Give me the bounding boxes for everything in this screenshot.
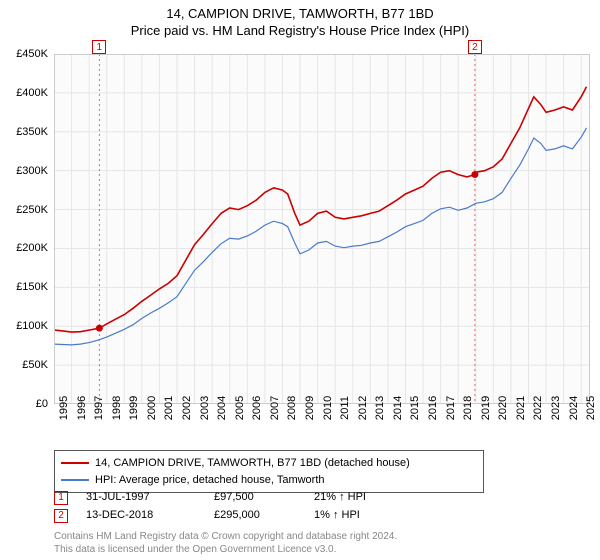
transaction-diff: 1% ↑ HPI	[314, 506, 410, 524]
x-tick-label: 2016	[427, 396, 439, 420]
transaction-marker: 1	[54, 491, 68, 505]
x-tick-label: 1996	[76, 396, 88, 420]
title-main: 14, CAMPION DRIVE, TAMWORTH, B77 1BD	[0, 6, 600, 21]
x-tick-label: 2001	[163, 396, 175, 420]
x-tick-label: 2024	[568, 396, 580, 420]
y-tick-label: £0	[36, 398, 48, 410]
x-tick-label: 2009	[304, 396, 316, 420]
y-tick-label: £100K	[16, 320, 48, 332]
footer-line2: This data is licensed under the Open Gov…	[54, 543, 397, 556]
y-tick-label: £150K	[16, 281, 48, 293]
x-tick-label: 2019	[480, 396, 492, 420]
x-tick-label: 2023	[550, 396, 562, 420]
transaction-marker: 2	[54, 509, 68, 523]
y-tick-label: £250K	[16, 204, 48, 216]
legend-label: 14, CAMPION DRIVE, TAMWORTH, B77 1BD (de…	[95, 455, 410, 472]
x-tick-label: 2018	[462, 396, 474, 420]
x-tick-label: 2011	[339, 396, 351, 420]
x-tick-label: 1995	[58, 396, 70, 420]
x-tick-label: 2008	[286, 396, 298, 420]
transaction-date: 13-DEC-2018	[86, 506, 210, 524]
x-tick-label: 2006	[251, 396, 263, 420]
y-tick-label: £400K	[16, 87, 48, 99]
x-tick-label: 2014	[392, 396, 404, 420]
x-tick-label: 2012	[357, 396, 369, 420]
x-tick-label: 2002	[181, 396, 193, 420]
title-sub: Price paid vs. HM Land Registry's House …	[0, 23, 600, 38]
x-tick-label: 2022	[532, 396, 544, 420]
legend-swatch	[61, 462, 89, 464]
x-tick-label: 2004	[216, 396, 228, 420]
y-tick-label: £350K	[16, 126, 48, 138]
marker-label: 1	[92, 40, 106, 54]
chart-titles: 14, CAMPION DRIVE, TAMWORTH, B77 1BD Pri…	[0, 0, 600, 38]
legend-swatch	[61, 479, 89, 481]
marker-label: 2	[468, 40, 482, 54]
legend-row: 14, CAMPION DRIVE, TAMWORTH, B77 1BD (de…	[61, 455, 477, 472]
x-tick-label: 2003	[199, 396, 211, 420]
transaction-table: 1 31-JUL-1997£97,50021% ↑ HPI 2 13-DEC-2018…	[54, 488, 590, 524]
transaction-price: £97,500	[214, 488, 310, 506]
legend-label: HPI: Average price, detached house, Tamw…	[95, 472, 325, 489]
x-tick-label: 2013	[374, 396, 386, 420]
x-tick-label: 2020	[497, 396, 509, 420]
footer-attribution: Contains HM Land Registry data © Crown c…	[54, 530, 397, 556]
chart-container: { "titles": { "main": "14, CAMPION DRIVE…	[0, 0, 600, 560]
x-tick-label: 2005	[234, 396, 246, 420]
transaction-row: 2 13-DEC-2018£295,0001% ↑ HPI	[54, 506, 590, 524]
legend: 14, CAMPION DRIVE, TAMWORTH, B77 1BD (de…	[54, 450, 484, 493]
legend-row: HPI: Average price, detached house, Tamw…	[61, 472, 477, 489]
x-tick-label: 1997	[93, 396, 105, 420]
plot-area	[54, 54, 590, 404]
y-tick-label: £200K	[16, 242, 48, 254]
y-tick-label: £50K	[22, 359, 48, 371]
footer-line1: Contains HM Land Registry data © Crown c…	[54, 530, 397, 543]
x-tick-label: 2025	[585, 396, 597, 420]
y-tick-label: £450K	[16, 48, 48, 60]
x-tick-label: 2015	[409, 396, 421, 420]
x-tick-label: 2017	[445, 396, 457, 420]
transaction-price: £295,000	[214, 506, 310, 524]
x-tick-label: 2010	[322, 396, 334, 420]
x-tick-label: 1998	[111, 396, 123, 420]
x-tick-label: 1999	[128, 396, 140, 420]
y-axis: £0£50K£100K£150K£200K£250K£300K£350K£400…	[0, 54, 54, 404]
plot-svg	[54, 54, 590, 404]
transaction-date: 31-JUL-1997	[86, 488, 210, 506]
transaction-diff: 21% ↑ HPI	[314, 488, 410, 506]
x-tick-label: 2000	[146, 396, 158, 420]
x-tick-label: 2021	[515, 396, 527, 420]
x-axis: 1995199619971998199920002001200220032004…	[54, 404, 590, 454]
transaction-row: 1 31-JUL-1997£97,50021% ↑ HPI	[54, 488, 590, 506]
x-tick-label: 2007	[269, 396, 281, 420]
y-tick-label: £300K	[16, 165, 48, 177]
